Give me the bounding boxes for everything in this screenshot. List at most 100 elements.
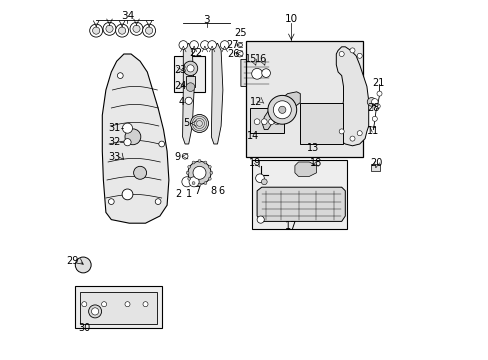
Text: 27: 27 (226, 40, 239, 50)
Circle shape (117, 73, 123, 78)
Bar (249, 108, 284, 133)
Circle shape (187, 177, 190, 180)
Text: 23: 23 (174, 65, 186, 75)
Text: 6: 6 (218, 186, 224, 196)
Text: 29: 29 (66, 256, 79, 266)
Circle shape (190, 114, 208, 132)
Text: 31: 31 (108, 123, 121, 133)
Circle shape (257, 216, 264, 223)
Circle shape (371, 116, 377, 121)
Circle shape (349, 136, 354, 141)
Text: 14: 14 (247, 131, 259, 141)
Circle shape (376, 91, 381, 96)
Circle shape (237, 42, 242, 48)
Bar (246, 41, 363, 157)
Text: 9: 9 (175, 152, 181, 162)
Circle shape (371, 99, 377, 105)
Circle shape (339, 129, 344, 134)
Circle shape (187, 161, 211, 184)
Circle shape (261, 119, 266, 125)
Circle shape (261, 179, 266, 185)
Circle shape (254, 119, 260, 125)
Circle shape (273, 101, 291, 119)
Circle shape (142, 302, 148, 307)
Circle shape (75, 257, 91, 273)
Circle shape (198, 159, 201, 162)
Text: 13: 13 (306, 143, 318, 153)
Circle shape (261, 69, 270, 77)
Polygon shape (182, 43, 194, 144)
Circle shape (187, 166, 190, 168)
Circle shape (102, 302, 106, 307)
Text: 19: 19 (248, 158, 260, 168)
Text: 11: 11 (366, 126, 378, 136)
Circle shape (133, 166, 146, 179)
Circle shape (339, 51, 344, 57)
Text: 22: 22 (189, 48, 202, 58)
Circle shape (220, 41, 228, 49)
Circle shape (88, 305, 102, 318)
Circle shape (186, 171, 189, 174)
Circle shape (182, 177, 192, 187)
Circle shape (207, 41, 216, 49)
Text: 28: 28 (366, 103, 379, 113)
Circle shape (198, 183, 201, 186)
Circle shape (145, 27, 152, 34)
Circle shape (130, 22, 142, 35)
Circle shape (366, 98, 375, 106)
Circle shape (183, 61, 197, 76)
Text: 1: 1 (185, 189, 191, 199)
Text: 7: 7 (194, 186, 201, 196)
Circle shape (155, 199, 161, 204)
Text: 32: 32 (108, 137, 120, 147)
Circle shape (200, 41, 209, 49)
Text: 26: 26 (226, 49, 239, 59)
Polygon shape (262, 92, 300, 130)
Circle shape (142, 24, 155, 37)
Text: 4: 4 (178, 96, 184, 107)
Circle shape (133, 25, 140, 32)
Text: 3: 3 (203, 15, 209, 25)
Circle shape (122, 189, 133, 200)
Bar (251, 160, 346, 229)
Circle shape (179, 41, 187, 49)
Circle shape (208, 166, 211, 168)
Bar (80, 292, 157, 324)
Circle shape (255, 174, 264, 183)
Circle shape (268, 119, 274, 125)
Bar (300, 103, 343, 144)
Circle shape (123, 139, 131, 146)
Circle shape (125, 129, 141, 145)
Circle shape (236, 50, 243, 57)
Text: 24: 24 (174, 81, 186, 91)
Circle shape (89, 24, 102, 37)
Text: 33: 33 (108, 152, 120, 162)
Circle shape (278, 106, 285, 113)
Circle shape (356, 131, 362, 136)
Polygon shape (257, 187, 345, 221)
Circle shape (203, 182, 206, 185)
Circle shape (192, 161, 195, 164)
Circle shape (203, 161, 206, 164)
Text: 18: 18 (310, 158, 322, 168)
Text: 25: 25 (234, 28, 246, 38)
Circle shape (81, 302, 87, 307)
Circle shape (91, 308, 99, 315)
Circle shape (349, 48, 354, 53)
Circle shape (208, 177, 211, 180)
Polygon shape (102, 54, 168, 223)
Circle shape (193, 166, 205, 179)
Circle shape (182, 153, 187, 159)
Circle shape (103, 22, 116, 35)
Circle shape (115, 24, 128, 37)
Text: 15: 15 (244, 54, 257, 64)
Circle shape (159, 141, 164, 147)
Circle shape (192, 182, 195, 185)
Text: 34: 34 (121, 11, 134, 21)
Text: 10: 10 (284, 14, 297, 24)
Polygon shape (211, 43, 223, 144)
Polygon shape (241, 59, 271, 86)
Circle shape (186, 83, 194, 91)
Circle shape (189, 177, 199, 187)
Polygon shape (336, 47, 368, 146)
